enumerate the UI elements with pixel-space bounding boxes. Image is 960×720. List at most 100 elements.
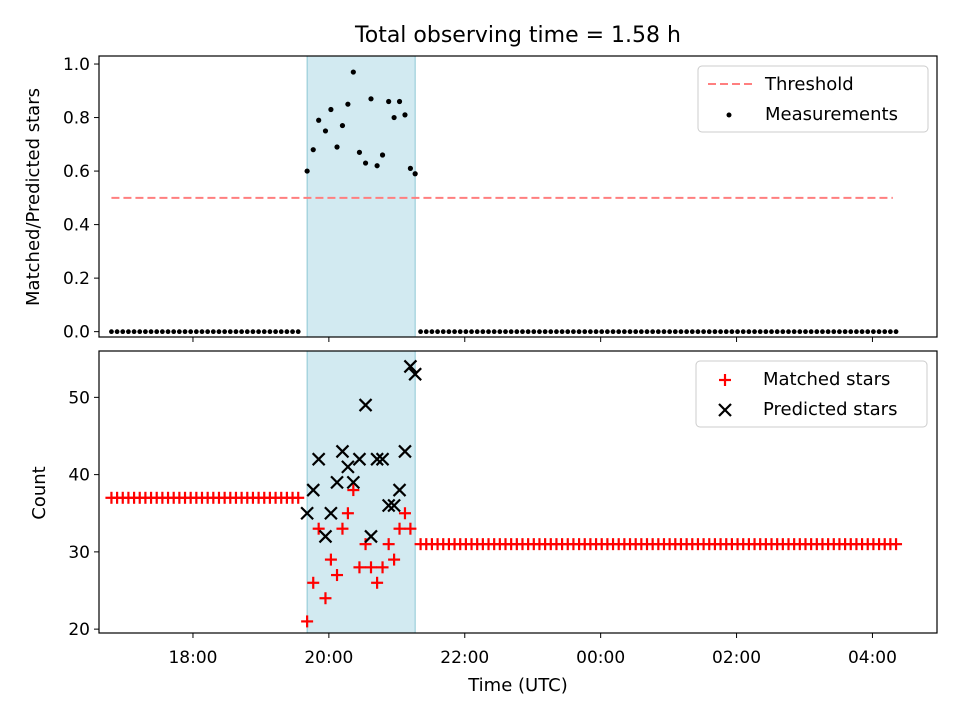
x-tick-label: 02:00 xyxy=(712,648,761,668)
measurement-point xyxy=(310,147,316,153)
measurement-point xyxy=(848,329,854,335)
matched-star-marker xyxy=(890,538,903,551)
matched-star-marker xyxy=(376,561,389,574)
measurement-point xyxy=(469,329,474,335)
measurement-point xyxy=(865,329,871,335)
measurement-point xyxy=(142,329,148,335)
matched-star-marker xyxy=(353,561,366,574)
measurement-point xyxy=(148,329,154,335)
predicted-star-marker xyxy=(358,398,373,412)
legend-matched-label: Matched stars xyxy=(763,369,890,390)
measurement-point xyxy=(695,329,701,335)
predicted-star-marker xyxy=(403,359,418,374)
matched-star-marker xyxy=(336,522,349,535)
measurement-point xyxy=(154,329,160,335)
measurement-point xyxy=(457,329,463,335)
measurement-point xyxy=(256,329,261,335)
measurement-point xyxy=(491,329,497,335)
measurement-point xyxy=(876,329,882,335)
measurement-points xyxy=(109,69,899,335)
measurement-point xyxy=(222,329,228,335)
measurement-point xyxy=(655,329,661,335)
measurement-point xyxy=(514,329,520,335)
x-tick-label: 00:00 xyxy=(576,648,625,668)
measurement-point xyxy=(328,106,334,113)
measurement-point xyxy=(339,122,346,129)
measurement-point xyxy=(576,329,582,335)
measurement-point xyxy=(159,329,165,335)
measurement-point xyxy=(284,329,290,335)
matched-star-marker xyxy=(347,484,360,497)
measurement-point xyxy=(278,329,284,335)
measurement-point xyxy=(763,329,769,335)
y-tick-label: 30 xyxy=(68,543,90,563)
matched-stars-points xyxy=(105,484,903,628)
predicted-star-marker xyxy=(311,452,326,466)
measurement-point xyxy=(537,329,542,335)
matched-star-marker xyxy=(301,615,314,628)
measurement-point xyxy=(667,329,673,335)
measurement-point xyxy=(616,329,622,335)
measurement-point xyxy=(774,329,780,335)
measurement-point xyxy=(267,329,273,335)
measurement-point xyxy=(814,329,820,335)
measurement-point xyxy=(740,329,746,335)
measurement-point xyxy=(199,329,205,335)
x-tick-label: 20:00 xyxy=(304,648,353,668)
measurement-point xyxy=(435,329,440,335)
measurement-point xyxy=(571,329,576,335)
measurement-point xyxy=(176,329,182,335)
measurement-point xyxy=(746,329,752,335)
predicted-star-marker xyxy=(346,475,361,490)
measurement-point xyxy=(316,117,322,123)
measurement-point xyxy=(290,329,295,335)
predicted-star-marker xyxy=(370,452,384,466)
y-tick-label: 40 xyxy=(68,466,90,486)
predicted-star-marker xyxy=(300,506,314,521)
measurement-point xyxy=(689,329,695,335)
measurement-point xyxy=(599,329,605,335)
measurement-point xyxy=(362,160,369,166)
ratio-legend-box xyxy=(697,65,929,133)
measurement-point xyxy=(273,329,278,335)
measurement-point xyxy=(797,329,803,335)
matched-star-marker xyxy=(341,507,354,520)
measurement-point xyxy=(786,329,791,335)
measurement-point xyxy=(412,171,418,177)
predicted-star-marker xyxy=(335,444,350,459)
measurement-point xyxy=(239,329,245,335)
measurement-point xyxy=(480,329,486,335)
measurement-point xyxy=(706,329,712,335)
y-tick-label: 20 xyxy=(68,620,90,640)
ratio-y-ticks: 0.0 0.2 0.4 0.6 0.8 1.0 xyxy=(63,55,99,343)
ratio-y-axis-label: Matched/Predicted stars xyxy=(23,88,44,306)
measurement-point xyxy=(250,329,256,335)
matched-star-marker xyxy=(404,522,417,535)
matched-star-marker xyxy=(393,522,406,535)
measurement-point xyxy=(565,329,571,335)
measurement-point xyxy=(171,329,177,335)
ratio-plot-frame xyxy=(98,55,938,338)
measurement-point xyxy=(525,329,531,335)
measurement-point xyxy=(520,329,525,335)
measurement-point xyxy=(440,329,446,335)
measurement-point xyxy=(423,329,429,335)
matched-star-marker xyxy=(331,569,344,582)
measurement-point xyxy=(227,329,233,335)
measurement-point xyxy=(871,329,876,335)
measurement-point xyxy=(109,329,114,335)
measurement-point xyxy=(582,329,588,335)
measurement-point xyxy=(638,329,644,335)
y-tick-label: 0.8 xyxy=(63,109,90,129)
ratio-panel: 0.0 0.2 0.4 0.6 0.8 1.0 Matched/Predicted sta… xyxy=(23,55,938,343)
ratio-legend: Threshold Measurements xyxy=(697,65,929,133)
measurement-point xyxy=(672,329,678,335)
measurement-point xyxy=(216,329,222,335)
measurement-point xyxy=(587,329,593,335)
measurement-point xyxy=(757,329,763,335)
measurement-point xyxy=(650,329,656,335)
measurement-point xyxy=(718,329,723,335)
measurement-point xyxy=(165,329,171,335)
measurement-point xyxy=(508,329,514,335)
measurement-point xyxy=(205,329,211,335)
